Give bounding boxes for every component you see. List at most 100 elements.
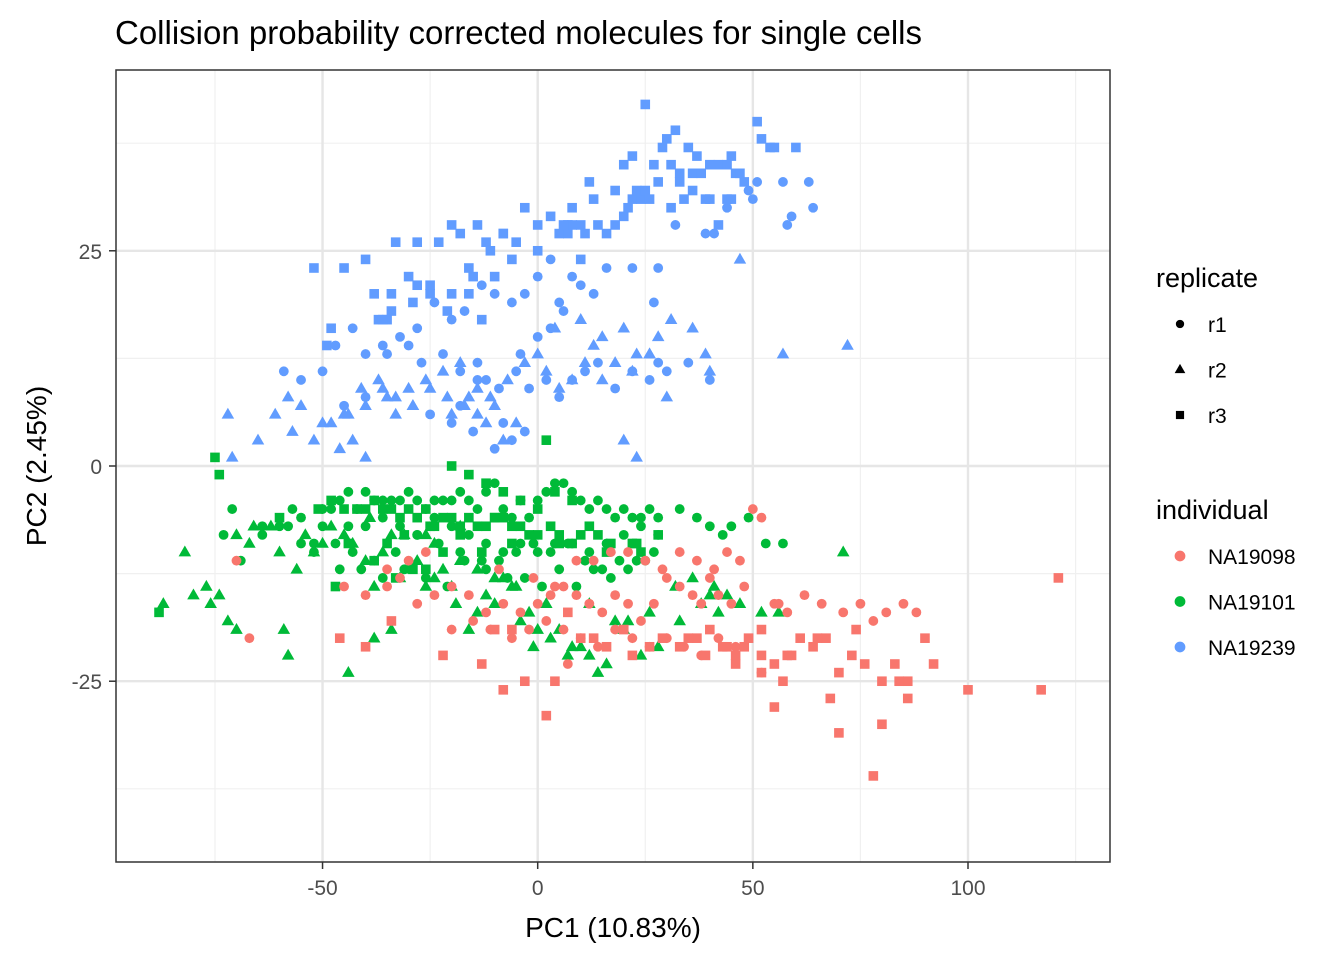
data-point xyxy=(545,254,556,265)
data-point xyxy=(550,581,560,592)
data-point xyxy=(631,185,642,196)
data-point xyxy=(859,659,870,669)
data-point xyxy=(376,381,390,393)
data-point xyxy=(631,538,642,549)
data-point xyxy=(601,263,612,273)
data-point xyxy=(377,495,388,506)
data-point xyxy=(545,547,556,557)
data-point xyxy=(537,581,547,592)
data-point xyxy=(868,616,879,626)
data-point xyxy=(726,194,737,204)
data-point xyxy=(657,633,668,643)
data-point xyxy=(752,116,762,127)
data-point xyxy=(488,571,501,583)
data-point xyxy=(519,676,530,687)
data-point xyxy=(385,528,398,540)
x-axis-label: PC1 (10.83%) xyxy=(525,912,701,943)
data-point xyxy=(369,289,379,299)
data-point xyxy=(812,633,823,643)
data-point xyxy=(541,710,552,721)
data-point xyxy=(412,598,423,609)
data-point xyxy=(369,495,379,506)
data-point xyxy=(481,237,491,247)
data-point xyxy=(722,202,732,213)
data-point xyxy=(360,641,371,652)
data-point xyxy=(623,598,633,609)
data-point xyxy=(722,547,732,557)
data-point xyxy=(618,529,629,540)
data-point xyxy=(558,306,569,316)
data-point xyxy=(390,547,401,557)
data-point xyxy=(855,598,866,609)
data-point xyxy=(705,624,715,635)
data-point xyxy=(419,373,433,385)
data-point xyxy=(403,555,414,566)
legend-label-r2: r2 xyxy=(1208,360,1227,383)
data-point xyxy=(803,177,814,187)
data-point xyxy=(595,373,609,385)
data-point xyxy=(575,220,586,230)
data-point xyxy=(498,504,509,514)
data-point xyxy=(408,297,418,308)
data-point xyxy=(670,125,681,136)
data-point xyxy=(782,220,793,230)
data-point xyxy=(743,633,754,643)
legend-key-r1 xyxy=(1175,319,1185,329)
data-point xyxy=(281,390,295,402)
data-point xyxy=(531,622,544,634)
data-point xyxy=(643,347,656,359)
data-point xyxy=(851,624,861,635)
data-point xyxy=(489,512,500,523)
data-point xyxy=(481,607,491,618)
data-point xyxy=(674,168,685,179)
data-point xyxy=(584,177,595,187)
data-point xyxy=(567,202,577,213)
data-point xyxy=(692,512,702,523)
data-point xyxy=(359,399,372,411)
data-point xyxy=(799,590,810,601)
data-point xyxy=(593,357,603,368)
data-point xyxy=(591,666,605,677)
data-point xyxy=(666,159,676,170)
data-point xyxy=(395,521,405,532)
data-point xyxy=(834,667,844,678)
data-point xyxy=(825,693,836,704)
legend-label-NA19101: NA19101 xyxy=(1208,592,1296,615)
data-point xyxy=(264,519,278,531)
data-point xyxy=(412,495,423,506)
data-point xyxy=(554,530,565,540)
data-point xyxy=(709,228,720,239)
data-point xyxy=(511,366,522,377)
data-point xyxy=(752,177,763,187)
data-point xyxy=(580,366,590,377)
data-point xyxy=(644,641,655,652)
data-point xyxy=(307,545,321,557)
y-tick-label: -25 xyxy=(72,671,102,694)
data-point xyxy=(455,547,466,557)
data-point xyxy=(330,538,341,549)
data-point xyxy=(726,151,737,161)
data-point xyxy=(583,648,596,660)
data-point xyxy=(377,314,388,325)
data-point xyxy=(703,588,717,600)
data-point xyxy=(563,228,573,239)
data-point xyxy=(369,555,379,566)
data-point xyxy=(419,528,433,540)
data-point xyxy=(841,338,854,350)
data-point xyxy=(692,555,702,566)
data-point xyxy=(412,280,423,291)
data-point xyxy=(640,185,651,196)
data-point xyxy=(386,289,397,299)
data-point xyxy=(406,399,420,411)
data-point xyxy=(377,573,388,583)
data-point xyxy=(412,323,423,334)
data-point xyxy=(636,521,646,532)
data-point xyxy=(821,633,831,643)
data-point xyxy=(532,504,543,514)
data-point xyxy=(567,220,577,230)
data-point xyxy=(653,512,664,523)
data-point xyxy=(446,418,457,428)
data-point xyxy=(402,381,415,393)
data-point xyxy=(558,478,569,489)
data-point xyxy=(471,381,484,393)
